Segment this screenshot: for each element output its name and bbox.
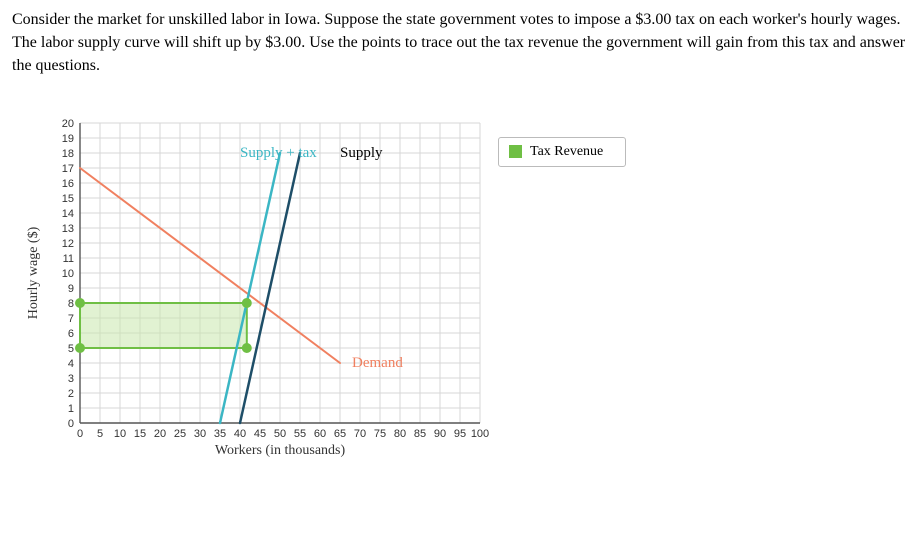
svg-text:55: 55 (294, 428, 306, 440)
svg-text:100: 100 (471, 428, 489, 440)
svg-text:15: 15 (62, 193, 74, 205)
svg-text:8: 8 (68, 298, 74, 310)
question-prompt: Consider the market for unskilled labor … (12, 8, 909, 78)
svg-text:45: 45 (254, 428, 266, 440)
svg-text:5: 5 (68, 343, 74, 355)
supply-label: Supply (340, 145, 383, 162)
svg-text:95: 95 (454, 428, 466, 440)
labor-market-chart[interactable]: 0510152025303540455055606570758085909510… (30, 118, 670, 498)
svg-text:85: 85 (414, 428, 426, 440)
svg-text:15: 15 (134, 428, 146, 440)
supply-plus-tax-label: Supply + tax (240, 145, 317, 162)
legend-swatch-icon (509, 145, 522, 158)
svg-text:5: 5 (97, 428, 103, 440)
svg-text:3: 3 (68, 373, 74, 385)
svg-text:9: 9 (68, 283, 74, 295)
svg-text:11: 11 (63, 253, 74, 265)
svg-text:20: 20 (154, 428, 166, 440)
svg-text:17: 17 (62, 163, 74, 175)
svg-text:50: 50 (274, 428, 286, 440)
svg-text:60: 60 (314, 428, 326, 440)
svg-text:19: 19 (62, 133, 74, 145)
svg-text:4: 4 (68, 358, 74, 370)
svg-text:70: 70 (354, 428, 366, 440)
svg-text:20: 20 (62, 118, 74, 130)
svg-text:0: 0 (77, 428, 83, 440)
svg-text:16: 16 (62, 178, 74, 190)
svg-text:12: 12 (62, 238, 74, 250)
svg-text:40: 40 (234, 428, 246, 440)
chart-svg[interactable]: 0510152025303540455055606570758085909510… (30, 118, 490, 455)
svg-text:1: 1 (68, 403, 74, 415)
svg-text:13: 13 (62, 223, 74, 235)
svg-text:14: 14 (62, 208, 74, 220)
svg-text:0: 0 (68, 418, 74, 430)
demand-label: Demand (352, 355, 403, 372)
svg-text:2: 2 (68, 388, 74, 400)
y-axis-label: Hourly wage ($) (26, 226, 42, 319)
svg-text:80: 80 (394, 428, 406, 440)
svg-text:18: 18 (62, 148, 74, 160)
svg-text:75: 75 (374, 428, 386, 440)
svg-text:10: 10 (62, 268, 74, 280)
legend-label: Tax Revenue (530, 144, 603, 160)
svg-text:6: 6 (68, 328, 74, 340)
svg-text:25: 25 (174, 428, 186, 440)
svg-text:30: 30 (194, 428, 206, 440)
svg-text:7: 7 (68, 313, 74, 325)
svg-text:10: 10 (114, 428, 126, 440)
legend[interactable]: Tax Revenue (498, 137, 626, 167)
svg-text:65: 65 (334, 428, 346, 440)
svg-text:35: 35 (214, 428, 226, 440)
x-axis-label: Workers (in thousands) (215, 443, 345, 500)
svg-text:90: 90 (434, 428, 446, 440)
